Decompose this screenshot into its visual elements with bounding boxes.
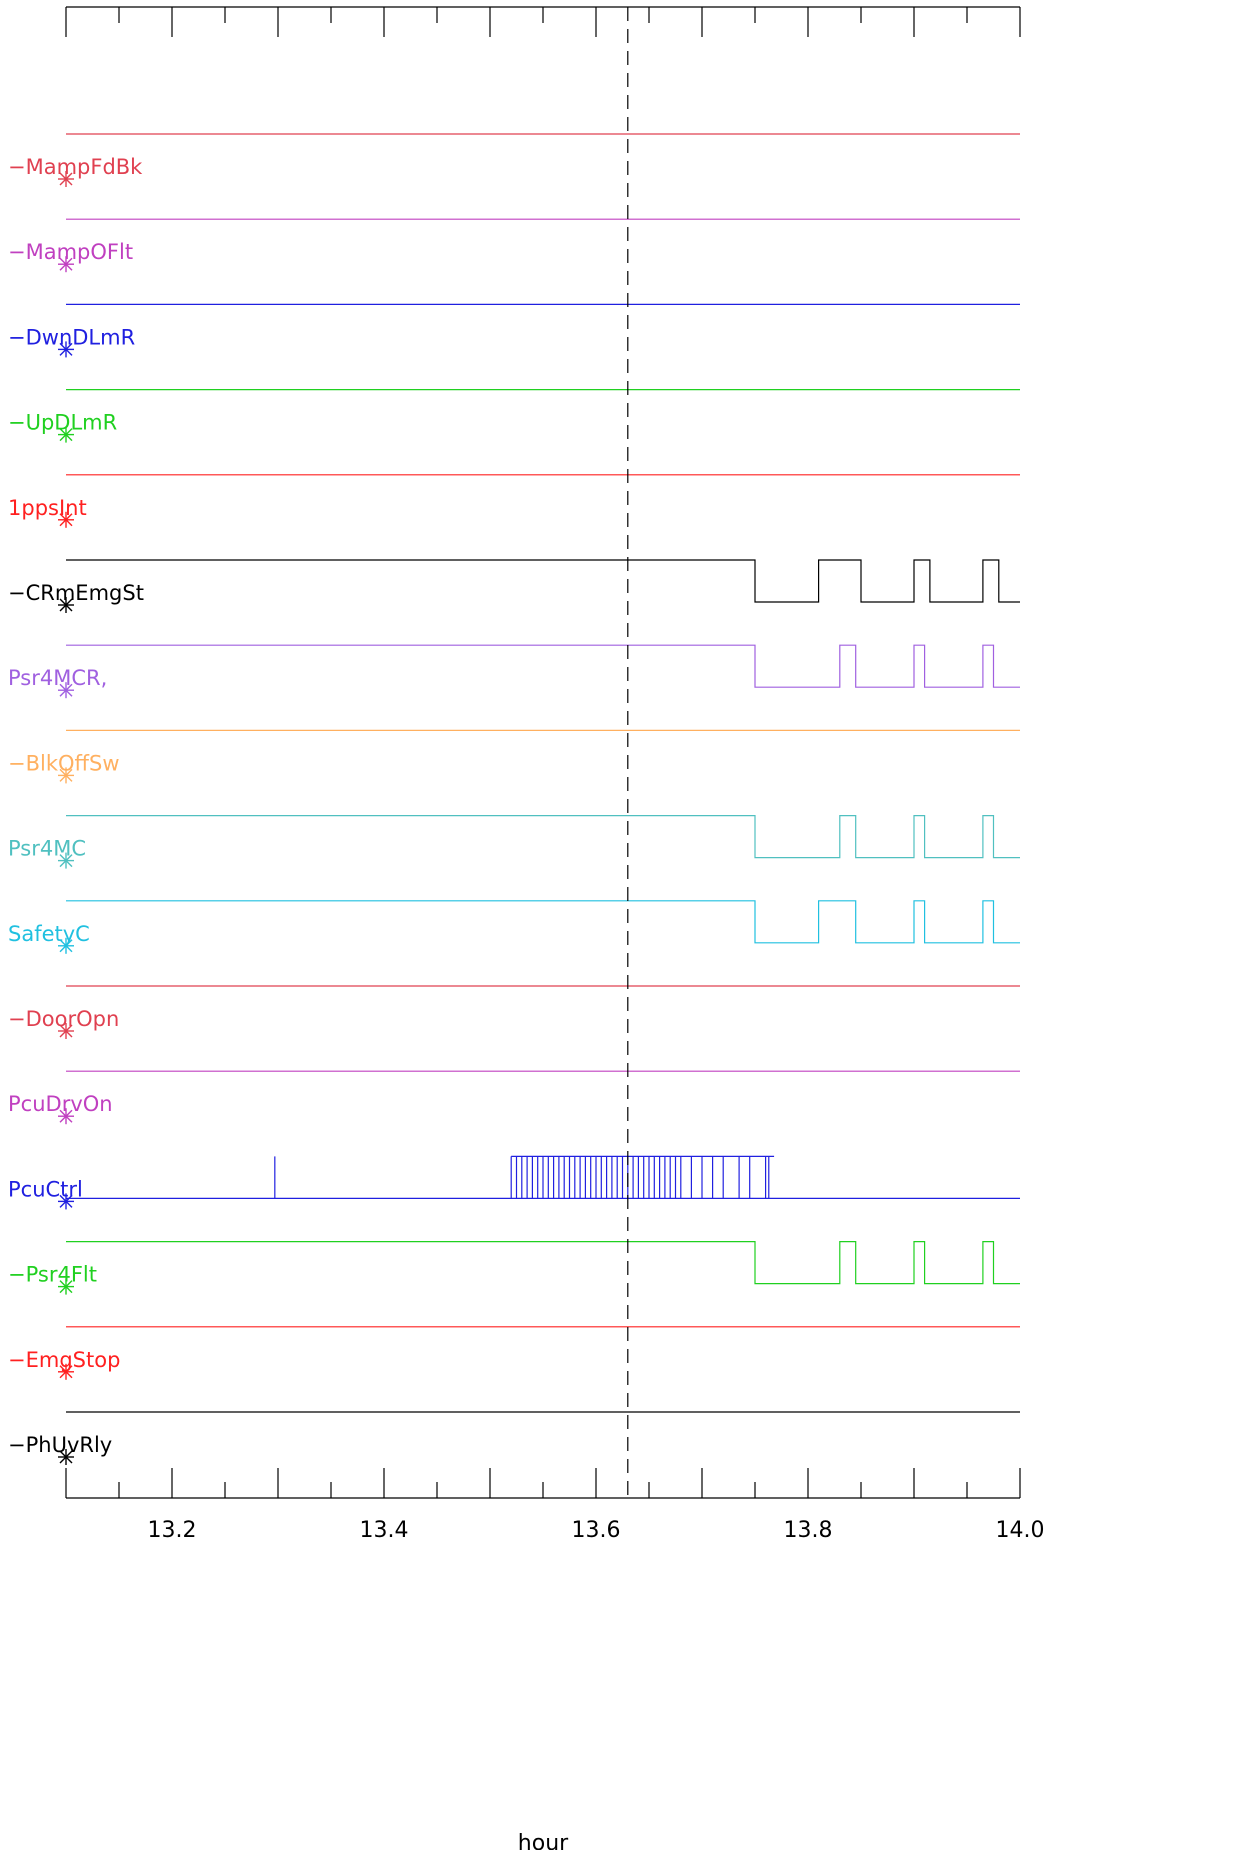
x-tick-label: 13.6 (572, 1518, 621, 1543)
asterisk-marker (58, 511, 74, 528)
asterisk-marker (58, 256, 74, 273)
asterisk-stroke (59, 939, 73, 953)
signal-label: −DwnDLmR (8, 325, 135, 349)
signal-label: PcuCtrl (8, 1177, 83, 1201)
asterisk-marker (58, 1449, 74, 1465)
asterisk-marker (58, 1193, 74, 1210)
asterisk-stroke (59, 854, 73, 868)
asterisk-stroke (59, 342, 73, 356)
asterisk-stroke (59, 1450, 73, 1464)
trace-safetyc (66, 900, 1020, 944)
x-tick-label: 13.4 (360, 1518, 409, 1543)
asterisk-marker (58, 597, 74, 613)
asterisk-stroke (59, 1194, 73, 1208)
asterisk-marker (58, 767, 74, 784)
signal-label: −PhUvRly (8, 1433, 112, 1457)
signal-labels: −MampFdBk−MampOFlt−DwnDLmR−UpDLmR1ppsInt… (8, 155, 144, 1465)
axes: 13.2 13.4 13.6 13.8 14.0 (65, 6, 1045, 1543)
asterisk-stroke (59, 598, 73, 612)
signal-label: −MampFdBk (8, 155, 143, 179)
asterisk-marker (58, 937, 74, 954)
signal-label: −DoorOpn (8, 1007, 119, 1031)
signal-label: −BlkOffSw (8, 751, 120, 775)
trace-psr4mc (66, 814, 1020, 859)
signal-label: −EmgStop (8, 1348, 120, 1372)
signal-label: −Psr4Flt (8, 1263, 97, 1287)
signal-label: −CRmEmgSt (8, 581, 144, 605)
asterisk-marker (58, 1023, 74, 1039)
asterisk-stroke (59, 172, 73, 186)
signal-label: Psr4MCR, (8, 666, 107, 690)
asterisk-marker (58, 682, 74, 699)
x-tick-label: 14.0 (996, 1518, 1045, 1543)
asterisk-stroke (59, 428, 73, 442)
asterisk-stroke (59, 768, 73, 782)
trace-psr4mcr (66, 644, 1020, 688)
asterisk-stroke (59, 1365, 73, 1379)
asterisk-marker (58, 171, 74, 187)
asterisk-marker (58, 1363, 74, 1380)
asterisk-stroke (59, 257, 73, 271)
trace-crmemgst (66, 559, 1020, 603)
asterisk-marker (58, 341, 74, 358)
signal-label: PcuDrvOn (8, 1092, 113, 1116)
signal-traces (66, 133, 1020, 1413)
asterisk-marker (58, 1108, 74, 1125)
asterisk-stroke (59, 513, 73, 527)
signal-label: SafetyC (8, 922, 90, 946)
asterisk-marker (58, 1278, 74, 1295)
asterisk-stroke (59, 1109, 73, 1123)
signal-label: Psr4MC (8, 837, 86, 861)
asterisk-marker (58, 426, 74, 443)
trace-psr4flt (66, 1240, 1020, 1285)
x-tick-label: 13.8 (784, 1518, 833, 1543)
asterisk-stroke (59, 1280, 73, 1294)
x-tick-label: 13.2 (148, 1518, 197, 1543)
asterisk-stroke (59, 683, 73, 697)
asterisk-stroke (59, 1024, 73, 1038)
x-axis-label: hour (518, 1831, 569, 1850)
signal-label: 1ppsInt (8, 496, 87, 520)
asterisk-marker (58, 852, 74, 869)
